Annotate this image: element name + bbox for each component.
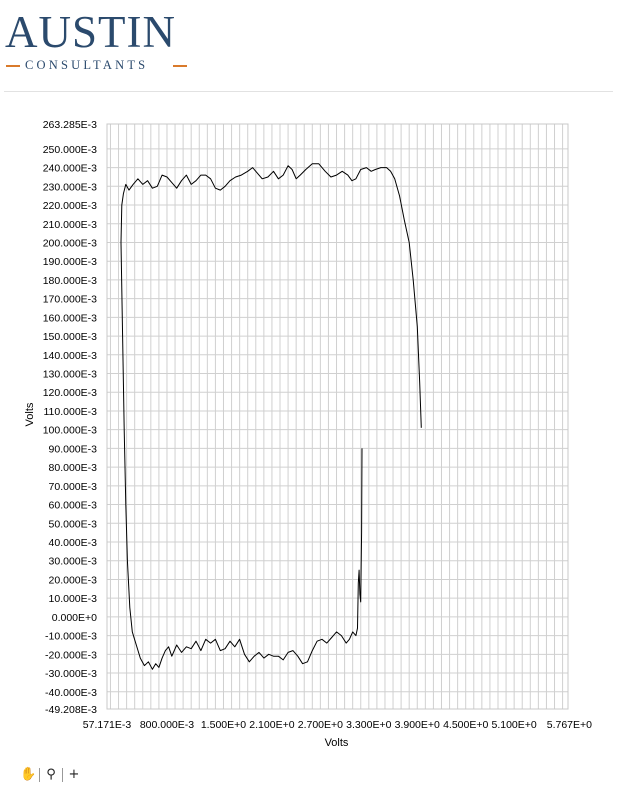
y-tick-label: 80.000E-3 <box>49 462 98 474</box>
x-tick-label: 2.700E+0 <box>298 719 343 731</box>
x-tick-label: 5.100E+0 <box>492 719 537 731</box>
y-tick-label: 230.000E-3 <box>43 181 97 193</box>
y-tick-label: 240.000E-3 <box>43 163 97 175</box>
y-axis-title: Volts <box>24 402 36 426</box>
y-tick-label: -20.000E-3 <box>45 649 97 661</box>
x-tick-label: 2.100E+0 <box>249 719 294 731</box>
y-tick-label: 100.000E-3 <box>43 425 97 437</box>
y-tick-label: 20.000E-3 <box>49 574 98 586</box>
y-tick-label: 210.000E-3 <box>43 219 97 231</box>
hand-pan-icon[interactable]: ✋ <box>20 767 37 782</box>
chart-toolbar: ✋ ⚲ + <box>20 767 82 783</box>
y-tick-label: 130.000E-3 <box>43 369 97 381</box>
austin-consultants-logo: AUSTIN CONSULTANTS <box>5 8 195 74</box>
y-tick-label: 60.000E-3 <box>49 500 98 512</box>
crosshair-icon[interactable]: + <box>68 767 80 782</box>
zoom-icon[interactable]: ⚲ <box>46 767 56 782</box>
y-tick-label: 160.000E-3 <box>43 312 97 324</box>
logo-right-dash <box>173 65 187 67</box>
toolbar-separator <box>39 768 40 782</box>
y-tick-label: -30.000E-3 <box>45 668 97 680</box>
x-tick-label: 800.000E-3 <box>140 719 194 731</box>
y-tick-label: 220.000E-3 <box>43 200 97 212</box>
y-tick-label: 180.000E-3 <box>43 275 97 287</box>
y-tick-label: 10.000E-3 <box>49 593 98 605</box>
logo-subtitle: CONSULTANTS <box>25 58 149 72</box>
y-tick-label: 0.000E+0 <box>52 612 97 624</box>
x-tick-label: 4.500E+0 <box>443 719 488 731</box>
y-tick-label: 190.000E-3 <box>43 256 97 268</box>
y-tick-label: -40.000E-3 <box>45 687 97 699</box>
x-tick-label: 3.900E+0 <box>395 719 440 731</box>
logo-title: AUSTIN <box>5 7 176 57</box>
logo-subtitle-row: CONSULTANTS <box>5 58 195 74</box>
plot-area-border <box>106 123 569 710</box>
y-tick-label: -10.000E-3 <box>45 631 97 643</box>
y-tick-label: 120.000E-3 <box>43 387 97 399</box>
y-tick-label: 50.000E-3 <box>49 518 98 530</box>
y-tick-label: 40.000E-3 <box>49 537 98 549</box>
header-divider <box>4 91 613 92</box>
x-tick-label: 5.767E+0 <box>547 719 592 731</box>
y-tick-label: 30.000E-3 <box>49 556 98 568</box>
x-tick-label: 57.171E-3 <box>83 719 132 731</box>
y-tick-label: 70.000E-3 <box>49 481 98 493</box>
x-tick-label: 3.300E+0 <box>346 719 391 731</box>
y-tick-label: 170.000E-3 <box>43 294 97 306</box>
y-tick-label: 250.000E-3 <box>43 144 97 156</box>
y-tick-label: 263.285E-3 <box>43 119 97 131</box>
x-axis-title: Volts <box>325 737 349 749</box>
y-tick-label: 200.000E-3 <box>43 237 97 249</box>
y-tick-label: 90.000E-3 <box>49 443 98 455</box>
toolbar-separator <box>62 768 63 782</box>
y-tick-label: 140.000E-3 <box>43 350 97 362</box>
logo-left-dash <box>6 65 20 67</box>
y-tick-label: -49.208E-3 <box>45 704 97 716</box>
y-tick-label: 150.000E-3 <box>43 331 97 343</box>
series-line-0 <box>120 163 422 670</box>
x-tick-label: 1.500E+0 <box>201 719 246 731</box>
y-tick-label: 110.000E-3 <box>43 406 97 418</box>
